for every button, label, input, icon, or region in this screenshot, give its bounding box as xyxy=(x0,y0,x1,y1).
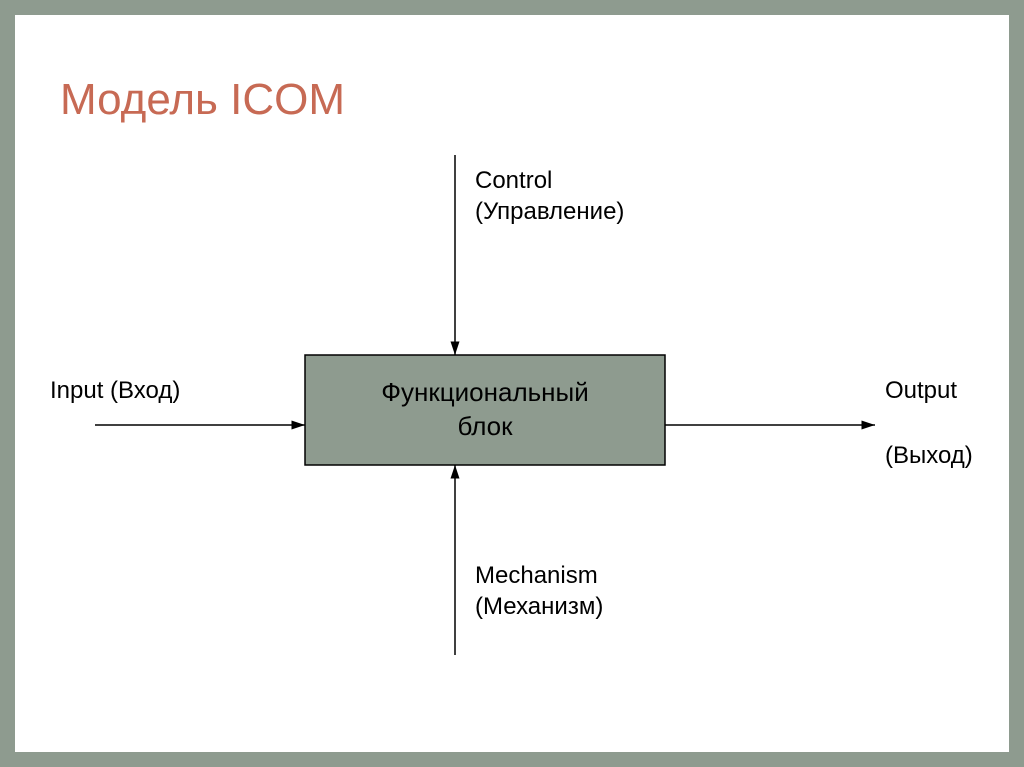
slide-frame: Модель ICOM Функциональный блок Input (В… xyxy=(0,0,1024,767)
label-control: Control (Управление) xyxy=(475,165,624,227)
label-control-line1: Control xyxy=(475,165,624,196)
label-input: Input (Вход) xyxy=(50,375,180,406)
functional-block-text1: Функциональный xyxy=(381,377,588,407)
label-output-line2: (Выход) xyxy=(885,440,973,471)
slide-inner: Модель ICOM Функциональный блок Input (В… xyxy=(15,15,1009,752)
label-mechanism: Mechanism (Механизм) xyxy=(475,560,603,622)
functional-block-text2: блок xyxy=(457,411,513,441)
label-control-line2: (Управление) xyxy=(475,196,624,227)
label-mechanism-line1: Mechanism xyxy=(475,560,603,591)
label-mechanism-line2: (Механизм) xyxy=(475,591,603,622)
label-output-line1: Output xyxy=(885,375,957,406)
label-input-line1: Input (Вход) xyxy=(50,377,180,404)
